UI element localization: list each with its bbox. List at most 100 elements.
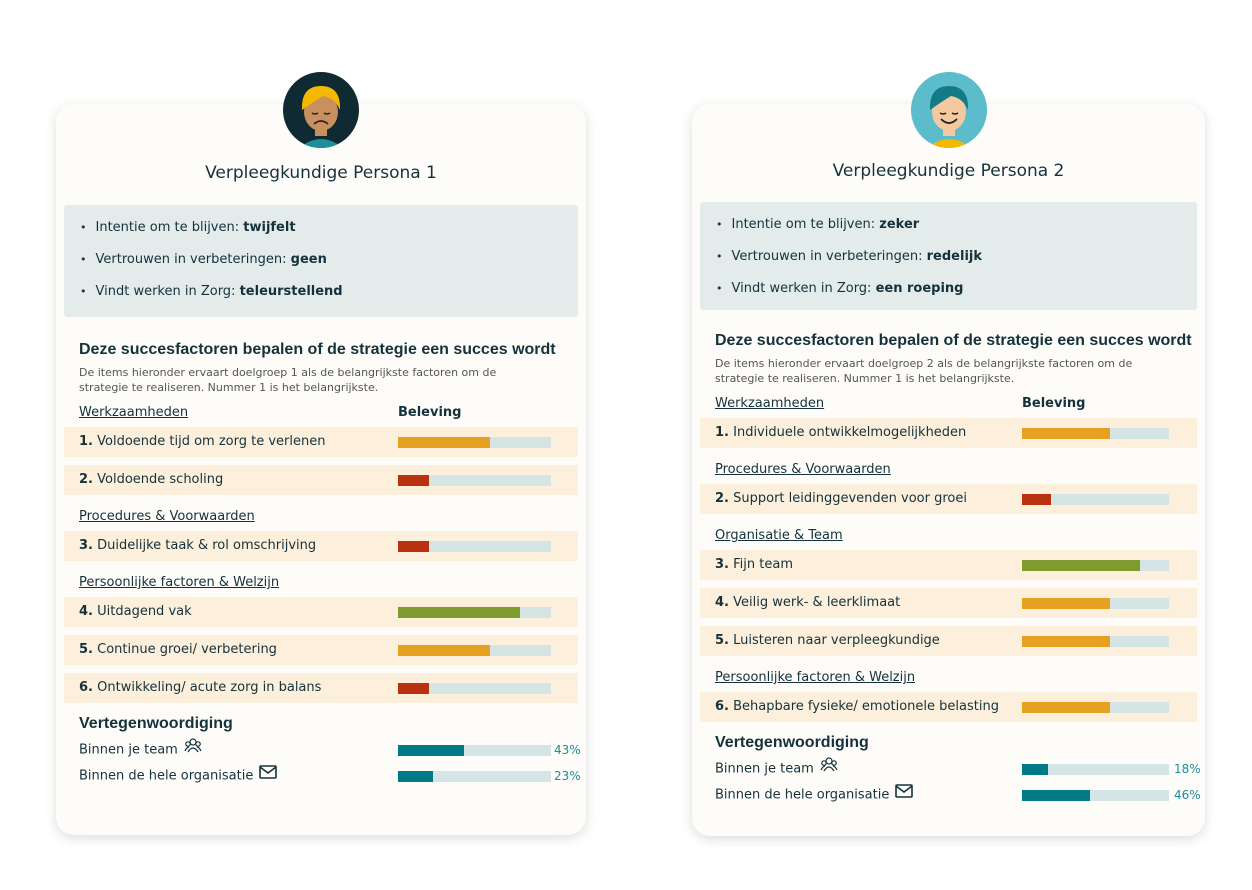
representation-row: Binnen de hele organisatie 23% <box>79 763 581 789</box>
persona-info-box: Intentie om te blijven: twijfeltVertrouw… <box>64 205 578 317</box>
factor-row: 6. Behapbare fysieke/ emotionele belasti… <box>700 692 1197 722</box>
section-description: De items hieronder ervaart doelgroep 1 a… <box>79 366 497 394</box>
info-value: redelijk <box>926 249 983 264</box>
factor-label: Uitdagend vak <box>97 604 192 619</box>
factor-rank: 4. <box>79 604 93 619</box>
factor-rank: 1. <box>715 425 729 440</box>
category-label: Werkzaamheden <box>715 396 825 411</box>
beleving-bar-fill <box>398 541 429 552</box>
factor-rank: 2. <box>79 472 93 487</box>
factor-rank: 5. <box>79 642 93 657</box>
factor-label: Voldoende tijd om zorg te verlenen <box>97 434 326 449</box>
info-value: teleurstellend <box>239 284 343 299</box>
factor-rank: 3. <box>715 557 729 572</box>
beleving-bar-fill <box>398 645 490 656</box>
beleving-header: Beleving <box>1022 396 1086 411</box>
representation-bar <box>1022 790 1169 801</box>
representation-row: Binnen de hele organisatie 46% <box>715 782 1201 808</box>
team-icon <box>184 737 202 763</box>
persona-avatar <box>910 72 987 148</box>
representation-bar <box>398 745 551 756</box>
category-label: Persoonlijke factoren & Welzijn <box>79 575 280 590</box>
beleving-bar <box>1022 636 1169 647</box>
factor-rank: 4. <box>715 595 729 610</box>
factor-row: 4. Uitdagend vak <box>64 597 578 627</box>
factor-label: Support leidinggevenden voor groei <box>733 491 967 506</box>
representation-label: Binnen de hele organisatie <box>715 787 890 803</box>
persona-card-2: Verpleegkundige Persona 2 Intentie om te… <box>692 72 1205 836</box>
representation-label: Binnen je team <box>79 742 178 758</box>
factor-label: Luisteren naar verpleegkundige <box>733 633 940 648</box>
representation-row: Binnen je team 18% <box>715 756 1201 782</box>
beleving-bar <box>1022 560 1169 571</box>
success-factors-section: Deze succesfactoren bepalen of de strate… <box>700 332 1201 808</box>
category-label: Persoonlijke factoren & Welzijn <box>715 670 916 685</box>
factor-rank: 1. <box>79 434 93 449</box>
representation-heading: Vertegenwoordiging <box>715 734 869 751</box>
persona-title: Verpleegkundige Persona 2 <box>832 161 1065 181</box>
factor-row: 1. Voldoende tijd om zorg te verlenen <box>64 427 578 457</box>
factor-row: 3. Duidelijke taak & rol omschrijving <box>64 531 578 561</box>
factor-row: 2. Support leidinggevenden voor groei <box>700 484 1197 514</box>
success-factors-section: Deze succesfactoren bepalen of de strate… <box>64 341 581 789</box>
beleving-bar-fill <box>1022 428 1111 439</box>
factor-row: 5. Luisteren naar verpleegkundige <box>700 626 1197 656</box>
factor-label: Fijn team <box>733 557 793 572</box>
representation-percent: 18% <box>1174 762 1201 776</box>
beleving-bar <box>398 541 551 552</box>
beleving-bar-fill <box>1022 560 1140 571</box>
beleving-bar-fill <box>1022 598 1111 609</box>
factor-label: Individuele ontwikkelmogelijkheden <box>733 425 967 440</box>
factor-rank: 6. <box>715 699 729 714</box>
info-item: Intentie om te blijven: twijfelt <box>80 215 578 247</box>
beleving-bar <box>1022 428 1169 439</box>
factor-label: Duidelijke taak & rol omschrijving <box>97 538 317 553</box>
beleving-header: Beleving <box>398 405 462 420</box>
info-value: twijfelt <box>243 220 296 235</box>
factor-row: 6. Ontwikkeling/ acute zorg in balans <box>64 673 578 703</box>
info-item: Vindt werken in Zorg: teleurstellend <box>80 279 578 311</box>
category-label: Organisatie & Team <box>715 528 843 543</box>
factor-label: Behapbare fysieke/ emotionele belasting <box>733 699 999 714</box>
section-heading: Deze succesfactoren bepalen of de strate… <box>79 341 556 358</box>
persona-avatar <box>283 72 359 148</box>
beleving-bar-fill <box>398 683 429 694</box>
info-item: Vindt werken in Zorg: een roeping <box>716 276 1197 308</box>
representation-label: Binnen de hele organisatie <box>79 768 254 784</box>
persona-info-box: Intentie om te blijven: zekerVertrouwen … <box>700 202 1197 310</box>
info-value: een roeping <box>875 281 964 296</box>
factor-label: Veilig werk- & leerklimaat <box>733 595 901 610</box>
persona-card-1: Verpleegkundige Persona 1 Intentie om te… <box>56 72 586 835</box>
info-label: Intentie om te blijven: <box>731 217 880 232</box>
beleving-bar <box>398 475 551 486</box>
beleving-bar <box>1022 598 1169 609</box>
info-value: geen <box>290 252 327 267</box>
factor-row: 5. Continue groei/ verbetering <box>64 635 578 665</box>
beleving-bar <box>398 437 551 448</box>
representation-bar-fill <box>398 745 464 756</box>
representation-percent: 23% <box>554 769 581 783</box>
factor-label: Continue groei/ verbetering <box>97 642 277 657</box>
factor-label: Ontwikkeling/ acute zorg in balans <box>97 680 322 695</box>
beleving-bar-fill <box>398 475 429 486</box>
beleving-bar <box>398 645 551 656</box>
representation-label: Binnen je team <box>715 761 814 777</box>
info-label: Vindt werken in Zorg: <box>95 284 240 299</box>
category-label: Procedures & Voorwaarden <box>79 509 255 524</box>
category-label: Procedures & Voorwaarden <box>715 462 891 477</box>
representation-bar-fill <box>1022 790 1090 801</box>
representation-bar <box>398 771 551 782</box>
beleving-bar-fill <box>1022 494 1052 505</box>
factor-rank: 2. <box>715 491 729 506</box>
factor-rank: 5. <box>715 633 729 648</box>
factor-rank: 3. <box>79 538 93 553</box>
beleving-bar <box>1022 494 1169 505</box>
info-label: Intentie om te blijven: <box>95 220 244 235</box>
factor-row: 1. Individuele ontwikkelmogelijkheden <box>700 418 1197 448</box>
factor-rank: 6. <box>79 680 93 695</box>
representation-heading: Vertegenwoordiging <box>79 715 233 732</box>
representation-percent: 43% <box>554 743 581 757</box>
info-item: Vertrouwen in verbeteringen: geen <box>80 247 578 279</box>
beleving-bar-fill <box>1022 636 1111 647</box>
factor-row: 4. Veilig werk- & leerklimaat <box>700 588 1197 618</box>
